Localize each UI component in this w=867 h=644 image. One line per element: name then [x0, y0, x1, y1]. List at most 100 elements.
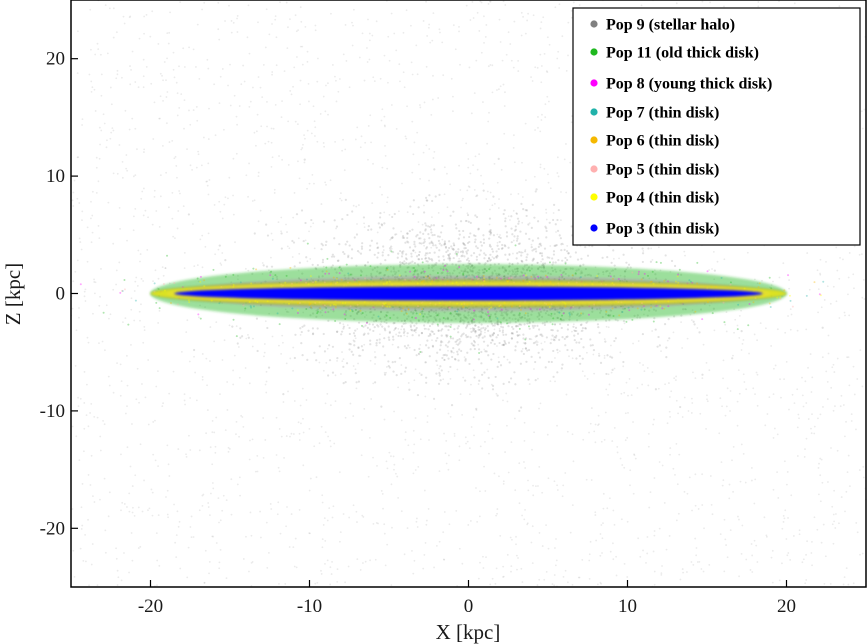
halo-point	[427, 26, 430, 29]
halo-point	[819, 457, 822, 460]
halo-point	[789, 328, 792, 331]
halo-point	[409, 261, 412, 264]
halo-point	[496, 241, 499, 244]
halo-point	[467, 166, 470, 169]
halo-point	[442, 74, 445, 77]
halo-point	[381, 193, 383, 196]
halo-point	[483, 41, 485, 44]
halo-point	[106, 52, 109, 55]
halo-point	[368, 58, 371, 61]
halo-point	[383, 222, 386, 225]
halo-point	[562, 575, 565, 578]
halo-point	[403, 262, 406, 266]
halo-point	[105, 146, 108, 149]
halo-point	[783, 460, 786, 463]
halo-point	[348, 516, 351, 519]
halo-point	[474, 324, 477, 327]
halo-point	[76, 197, 79, 200]
halo-point	[592, 348, 596, 352]
halo-point	[303, 324, 306, 327]
halo-point	[492, 332, 495, 335]
halo-point	[491, 256, 494, 258]
halo-point	[435, 339, 438, 342]
halo-point	[405, 261, 408, 265]
halo-point	[500, 322, 503, 325]
halo-point	[558, 67, 561, 69]
halo-point	[218, 200, 221, 203]
halo-point	[540, 252, 544, 255]
halo-point	[142, 58, 145, 61]
halo-point	[451, 337, 455, 340]
halo-point	[107, 201, 110, 204]
halo-point	[487, 120, 490, 123]
halo-point	[429, 41, 432, 44]
halo-point	[434, 244, 437, 247]
halo-point	[457, 237, 460, 240]
halo-point	[821, 326, 824, 329]
halo-point	[566, 245, 569, 247]
halo-point	[434, 407, 437, 410]
halo-point	[570, 349, 574, 352]
halo-point	[126, 446, 129, 449]
halo-point	[116, 172, 119, 175]
halo-point	[817, 467, 820, 469]
halo-point	[426, 421, 429, 424]
halo-point	[267, 140, 270, 143]
halo-point	[657, 387, 660, 390]
halo-point	[134, 207, 137, 210]
halo-point	[546, 256, 549, 259]
halo-point	[281, 100, 283, 103]
halo-point	[331, 371, 335, 374]
halo-point	[352, 204, 355, 207]
halo-point	[467, 220, 470, 223]
halo-point	[554, 564, 557, 567]
halo-point	[483, 371, 486, 374]
halo-point	[738, 575, 740, 578]
halo-point	[262, 264, 265, 267]
halo-point	[91, 86, 94, 89]
halo-point	[188, 109, 190, 112]
halo-point	[491, 577, 494, 580]
halo-point	[297, 29, 300, 32]
halo-point	[322, 524, 325, 526]
halo-point	[291, 239, 294, 243]
halo-point	[556, 57, 559, 60]
halo-point	[560, 326, 563, 330]
halo-point	[215, 542, 218, 544]
halo-point	[84, 300, 87, 302]
halo-point	[556, 218, 559, 222]
halo-point	[189, 397, 192, 399]
halo-point	[381, 166, 384, 169]
halo-point	[302, 431, 305, 434]
halo-point	[541, 322, 544, 325]
halo-point	[159, 95, 162, 98]
halo-point	[524, 208, 527, 212]
halo-point	[546, 36, 549, 39]
halo-point	[394, 327, 397, 330]
halo-point	[546, 71, 549, 74]
halo-point	[482, 182, 485, 185]
halo-point	[411, 329, 414, 332]
halo-point	[207, 506, 210, 508]
halo-point	[672, 331, 675, 334]
halo-point	[493, 472, 496, 475]
halo-point	[393, 329, 396, 332]
halo-point	[846, 356, 849, 359]
halo-point	[372, 76, 375, 79]
halo-point	[432, 244, 435, 247]
halo-point	[838, 5, 841, 8]
halo-point	[637, 340, 640, 342]
halo-point	[591, 344, 594, 347]
halo-point	[594, 514, 597, 516]
halo-point	[768, 396, 771, 399]
halo-point	[367, 332, 370, 335]
halo-point	[299, 103, 301, 106]
halo-point	[108, 384, 111, 387]
halo-point	[469, 520, 472, 522]
halo-point	[580, 323, 583, 326]
halo-point	[743, 381, 746, 383]
halo-point	[280, 435, 283, 438]
halo-point	[342, 323, 345, 326]
halo-point	[441, 341, 444, 343]
halo-point	[140, 197, 143, 200]
